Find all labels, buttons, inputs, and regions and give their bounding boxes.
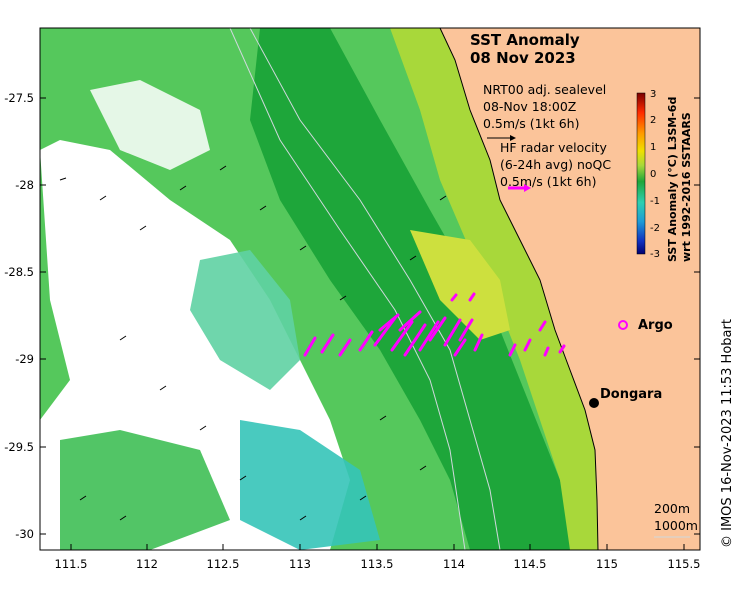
isobath-200m-label: 200m (654, 501, 690, 516)
sst-field (40, 28, 598, 550)
x-tick-label: 115.5 (668, 557, 701, 571)
y-tick-marks (40, 97, 700, 535)
land-mass (440, 28, 700, 550)
y-tick-label: -28.5 (4, 265, 34, 279)
y-tick-label: -29.5 (4, 440, 34, 454)
x-tick-label: 111.5 (55, 557, 88, 571)
x-tick-label: 113 (289, 557, 311, 571)
colorbar-label: SST Anomaly (°C) L3SM-6d (666, 97, 679, 262)
argo-marker-icon (618, 320, 628, 330)
plot-frame (39, 27, 701, 551)
x-tick-label: 112 (136, 557, 158, 571)
map-date: 08 Nov 2023 (470, 49, 576, 67)
sealevel-legend-scale: 0.5m/s (1kt 6h) (483, 116, 579, 131)
coastline (439, 27, 599, 551)
colorbar (636, 92, 646, 255)
colorbar-tick: -2 (650, 223, 660, 234)
colorbar-tick: -1 (650, 196, 660, 207)
x-tick-label: 112.5 (207, 557, 240, 571)
sealevel-legend-title: NRT00 adj. sealevel (483, 82, 606, 97)
sealevel-arrow-head-icon (510, 135, 516, 141)
sealevel-legend-time: 08-Nov 18:00Z (483, 99, 576, 114)
colorbar-tick: 0 (650, 169, 656, 180)
y-tick-label: -29 (15, 352, 34, 366)
radar-legend-title: HF radar velocity (500, 140, 608, 155)
colorbar-tick: 1 (650, 142, 656, 153)
isobath-200m-line (249, 27, 501, 551)
dongara-label: Dongara (600, 387, 662, 402)
x-tick-label: 115 (596, 557, 618, 571)
x-tick-label: 114.5 (514, 557, 547, 571)
y-tick-label: -28 (15, 178, 34, 192)
colorbar-tick: 2 (650, 115, 656, 126)
y-tick-label: -30 (15, 527, 34, 541)
x-tick-marks (70, 544, 685, 550)
hf-radar-vectors (303, 292, 566, 357)
isobath-1000m-label: 1000m (654, 518, 698, 533)
radar-legend-qc: (6-24h avg) noQC (500, 157, 611, 172)
colorbar-reference: wrt 1992-2016 SSTAARS (680, 112, 693, 262)
dongara-marker-icon (589, 398, 599, 408)
argo-label: Argo (638, 318, 673, 333)
colorbar-tick: -3 (650, 249, 660, 260)
y-tick-label: -27.5 (4, 91, 34, 105)
radar-arrow-head-icon (524, 184, 531, 192)
colorbar-tick: 3 (650, 89, 656, 100)
map-title: SST Anomaly (470, 31, 580, 49)
sealevel-vectors (59, 165, 447, 521)
x-tick-label: 114 (443, 557, 465, 571)
isobath-1000m-line (229, 27, 466, 551)
copyright-notice: © IMOS 16-Nov-2023 11:53 Hobart (720, 319, 735, 548)
x-tick-label: 113.5 (361, 557, 394, 571)
